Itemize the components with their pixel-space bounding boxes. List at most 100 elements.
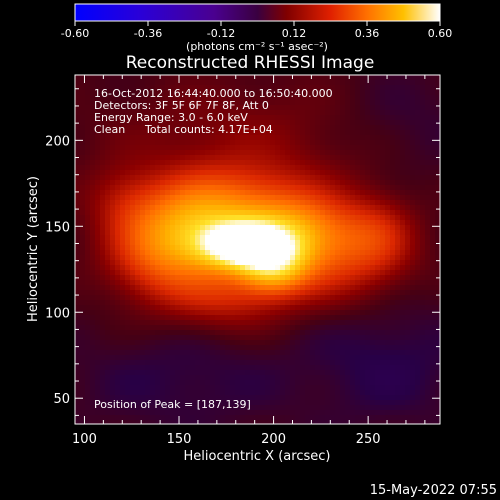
heatmap-cell xyxy=(390,290,396,296)
heatmap-cell xyxy=(140,315,146,321)
heatmap-cell xyxy=(390,330,396,336)
heatmap-cell xyxy=(395,185,401,191)
heatmap-cell xyxy=(165,325,171,331)
heatmap-cell xyxy=(345,240,351,246)
heatmap-cell xyxy=(195,310,201,316)
heatmap-cell xyxy=(130,195,136,201)
heatmap-cell xyxy=(355,285,361,291)
heatmap-cell xyxy=(360,315,366,321)
heatmap-cell xyxy=(95,110,101,116)
heatmap-cell xyxy=(425,115,431,121)
heatmap-cell xyxy=(350,185,356,191)
heatmap-cell xyxy=(415,260,421,266)
heatmap-cell xyxy=(245,265,251,271)
heatmap-cell xyxy=(265,130,271,136)
heatmap-cell xyxy=(195,280,201,286)
heatmap-cell xyxy=(335,120,341,126)
heatmap-cell xyxy=(395,175,401,181)
heatmap-cell xyxy=(185,145,191,151)
heatmap-cell xyxy=(180,75,186,81)
heatmap-cell xyxy=(150,125,156,131)
heatmap-cell xyxy=(290,210,296,216)
heatmap-cell xyxy=(320,120,326,126)
heatmap-cell xyxy=(75,220,81,226)
heatmap-cell xyxy=(160,290,166,296)
heatmap-cell xyxy=(320,375,326,381)
heatmap-cell xyxy=(275,205,281,211)
heatmap-cell xyxy=(110,85,116,91)
heatmap-cell xyxy=(150,385,156,391)
heatmap-cell xyxy=(175,320,181,326)
heatmap-cell xyxy=(360,255,366,261)
heatmap-cell xyxy=(265,310,271,316)
heatmap-cell xyxy=(145,185,151,191)
heatmap-cell xyxy=(230,380,236,386)
heatmap-cell xyxy=(385,400,391,406)
heatmap-cell xyxy=(265,135,271,141)
heatmap-cell xyxy=(205,135,211,141)
heatmap-cell xyxy=(400,355,406,361)
heatmap-cell xyxy=(265,360,271,366)
heatmap-cell xyxy=(335,250,341,256)
heatmap-cell xyxy=(85,195,91,201)
heatmap-cell xyxy=(420,185,426,191)
heatmap-cell xyxy=(105,285,111,291)
heatmap-cell xyxy=(205,110,211,116)
heatmap-cell xyxy=(375,380,381,386)
heatmap-cell xyxy=(325,145,331,151)
heatmap-cell xyxy=(160,370,166,376)
heatmap-cell xyxy=(130,315,136,321)
heatmap-cell xyxy=(140,340,146,346)
heatmap-cell xyxy=(225,250,231,256)
heatmap-cell xyxy=(130,115,136,121)
heatmap-cell xyxy=(170,365,176,371)
heatmap-cell xyxy=(170,140,176,146)
heatmap-cell xyxy=(285,160,291,166)
heatmap-cell xyxy=(345,400,351,406)
heatmap-cell xyxy=(85,250,91,256)
heatmap-cell xyxy=(170,385,176,391)
heatmap-cell xyxy=(170,285,176,291)
heatmap-cell xyxy=(280,210,286,216)
heatmap-cell xyxy=(380,145,386,151)
heatmap-cell xyxy=(290,360,296,366)
heatmap-cell xyxy=(75,235,81,241)
heatmap-cell xyxy=(145,105,151,111)
heatmap-cell xyxy=(120,410,126,416)
heatmap-cell xyxy=(195,205,201,211)
heatmap-cell xyxy=(220,140,226,146)
heatmap-cell xyxy=(370,225,376,231)
heatmap-cell xyxy=(275,160,281,166)
heatmap-cell xyxy=(110,335,116,341)
heatmap-cell xyxy=(75,85,81,91)
heatmap-cell xyxy=(230,250,236,256)
heatmap-cell xyxy=(170,230,176,236)
heatmap-cell xyxy=(350,170,356,176)
heatmap-cell xyxy=(325,215,331,221)
heatmap-cell xyxy=(200,145,206,151)
heatmap-cell xyxy=(275,280,281,286)
heatmap-cell xyxy=(400,350,406,356)
heatmap-cell xyxy=(350,295,356,301)
heatmap-cell xyxy=(125,215,131,221)
heatmap-cell xyxy=(190,240,196,246)
heatmap-cell xyxy=(325,290,331,296)
heatmap-cell xyxy=(210,295,216,301)
heatmap-cell xyxy=(330,240,336,246)
heatmap-cell xyxy=(110,130,116,136)
heatmap-cell xyxy=(115,130,121,136)
heatmap-cell xyxy=(100,325,106,331)
heatmap-cell xyxy=(380,275,386,281)
heatmap-cell xyxy=(195,95,201,101)
heatmap-cell xyxy=(335,245,341,251)
heatmap-cell xyxy=(225,110,231,116)
heatmap-cell xyxy=(220,240,226,246)
heatmap-cell xyxy=(165,320,171,326)
heatmap-cell xyxy=(175,260,181,266)
heatmap-cell xyxy=(105,355,111,361)
heatmap-cell xyxy=(305,385,311,391)
heatmap-cell xyxy=(350,410,356,416)
heatmap-cell xyxy=(225,410,231,416)
heatmap-cell xyxy=(405,190,411,196)
heatmap-cell xyxy=(120,215,126,221)
